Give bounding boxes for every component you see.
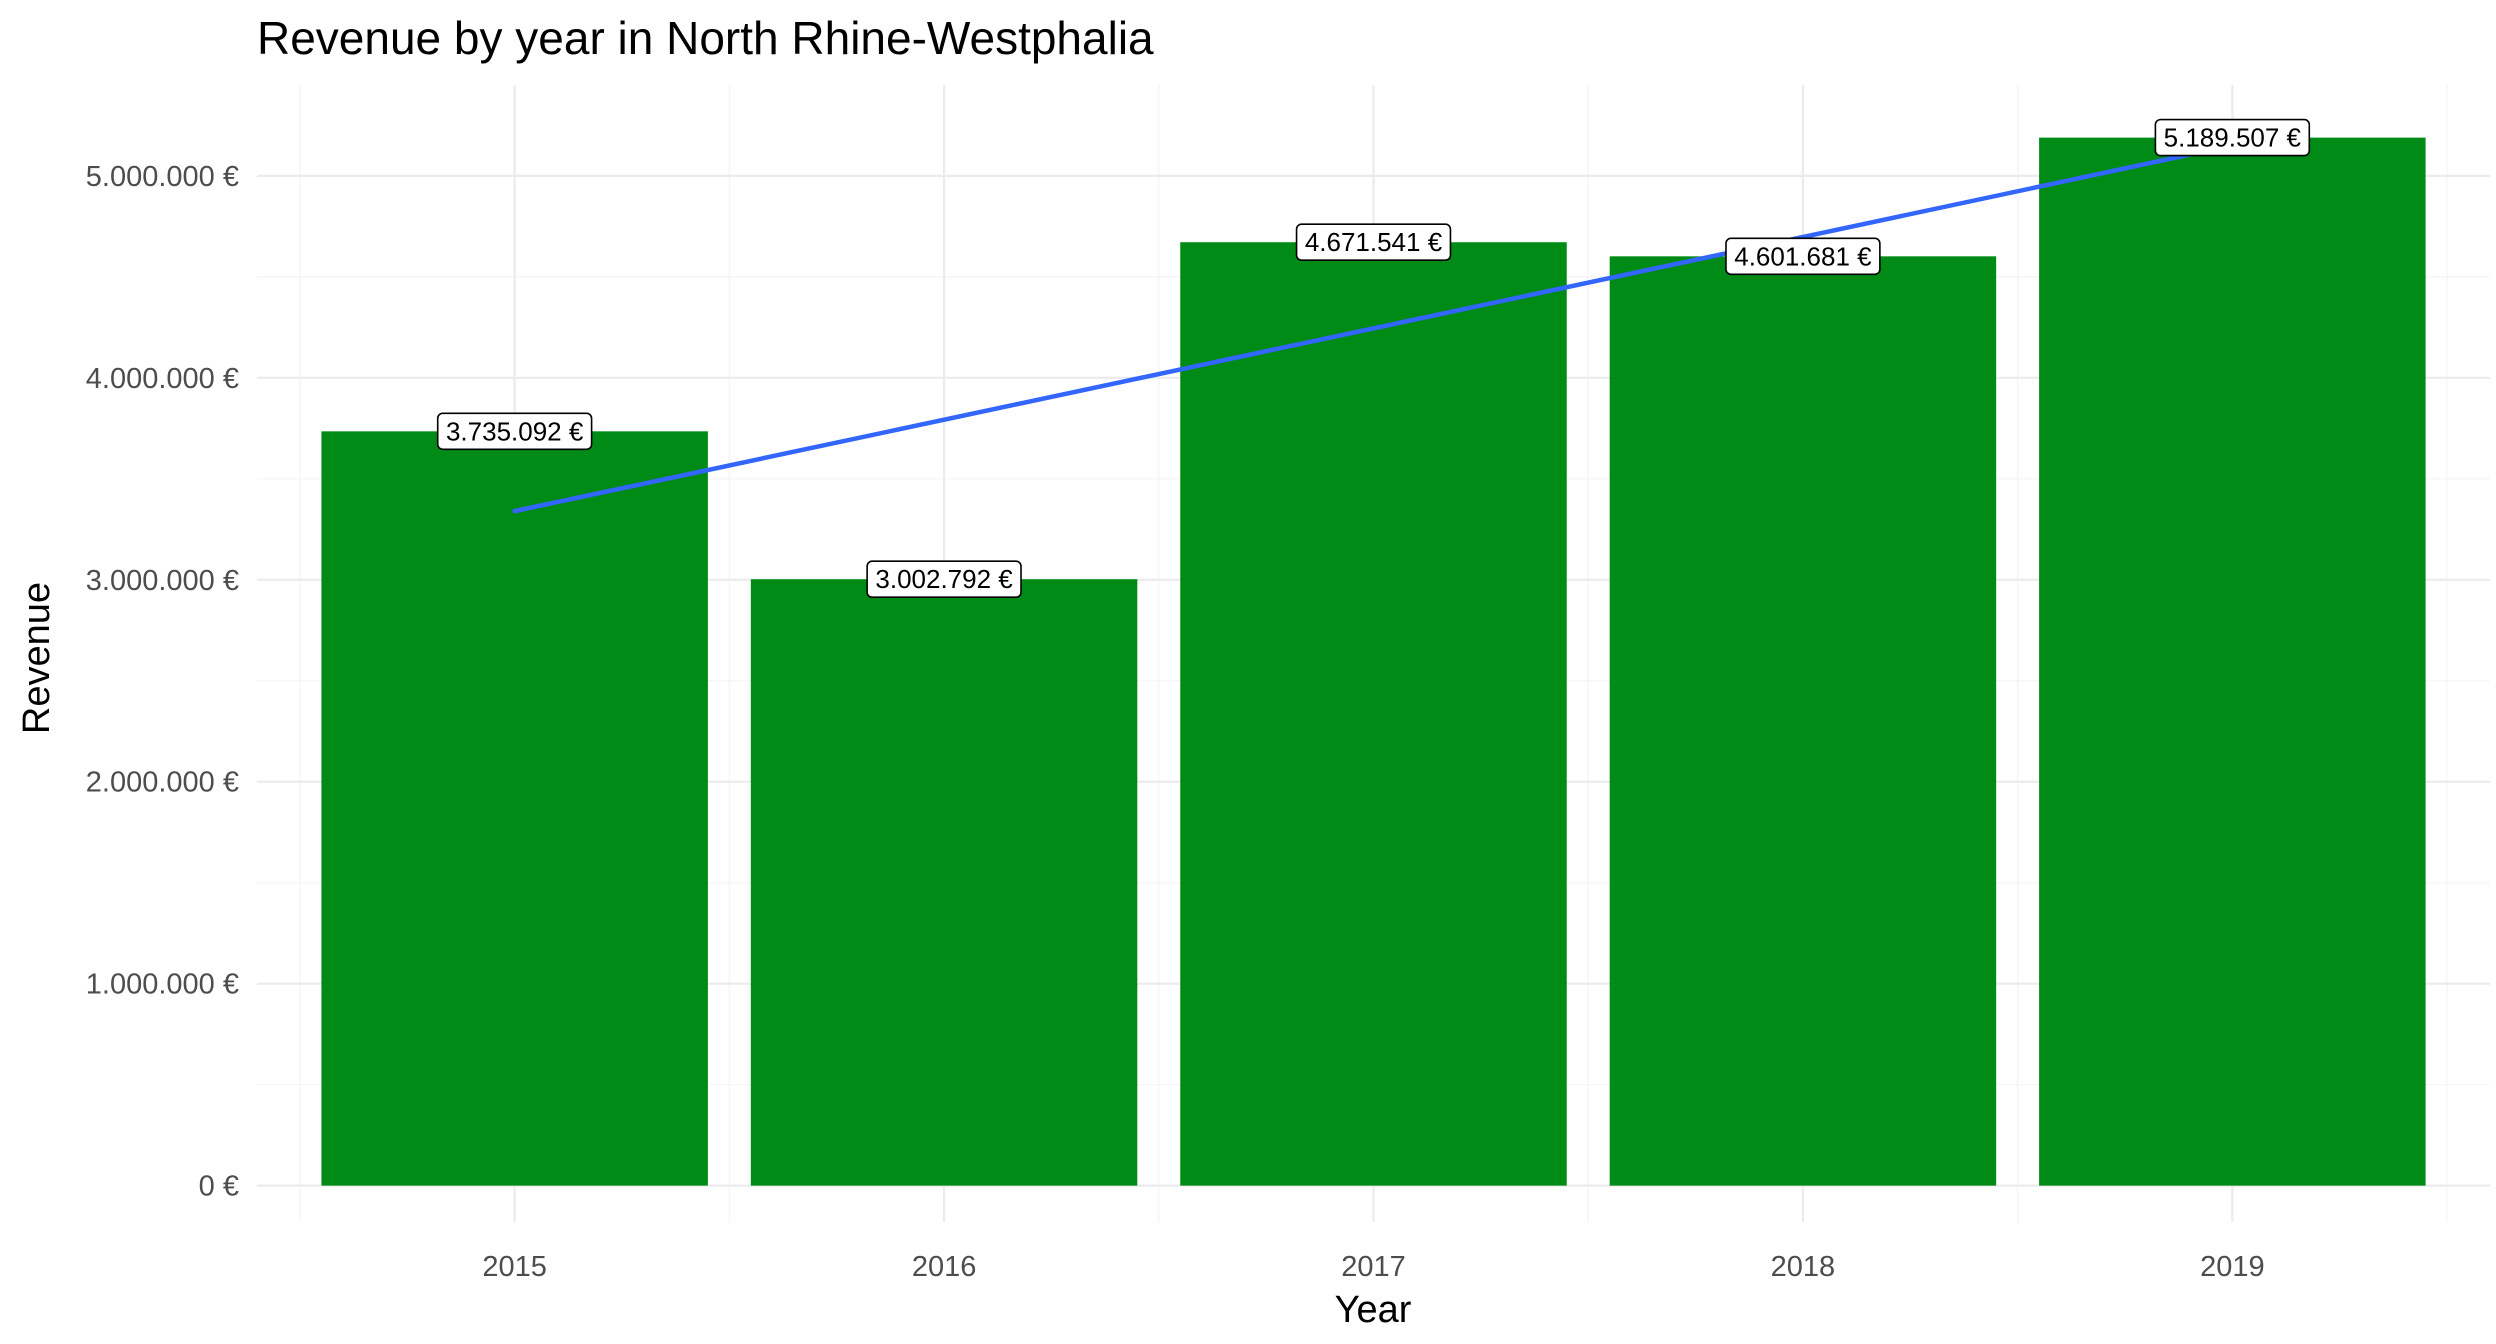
y-tick-label: 1.000.000 € bbox=[86, 969, 239, 1001]
bars bbox=[321, 137, 2426, 1186]
bar-2019 bbox=[2039, 137, 2426, 1186]
data-label-text: 4.601.681 € bbox=[1734, 241, 1872, 271]
axis-ticks: 0 € 1.000.000 € 2.000.000 € 3.000.000 € 4.00… bbox=[86, 161, 2265, 1283]
data-label: 5.189.507 € bbox=[2154, 118, 2311, 157]
trend-line-group bbox=[512, 143, 2235, 514]
bar-2017 bbox=[1180, 242, 1567, 1186]
trend-line bbox=[512, 143, 2235, 514]
data-label-text: 5.189.507 € bbox=[2164, 123, 2302, 153]
data-label-text: 4.671.541 € bbox=[1305, 227, 1443, 257]
chart-title: Revenue by year in North Rhine-Westphali… bbox=[257, 12, 1154, 64]
data-label-box bbox=[1295, 223, 1452, 262]
y-tick-label: 0 € bbox=[199, 1171, 239, 1203]
bar-2018 bbox=[1609, 256, 1997, 1186]
x-tick-label: 2017 bbox=[1341, 1251, 1406, 1283]
x-tick-label: 2019 bbox=[2200, 1251, 2265, 1283]
data-label-box bbox=[1725, 237, 1881, 276]
y-tick-label: 5.000.000 € bbox=[86, 161, 239, 193]
x-tick-label: 2015 bbox=[482, 1251, 547, 1283]
data-label-box bbox=[866, 560, 1022, 599]
data-label-box bbox=[436, 412, 593, 451]
x-axis-title: Year bbox=[1335, 1289, 1412, 1331]
data-label: 4.601.681 € bbox=[1725, 237, 1881, 276]
data-label-box bbox=[2154, 118, 2311, 157]
y-tick-label: 2.000.000 € bbox=[86, 767, 239, 799]
y-tick-label: 3.000.000 € bbox=[86, 565, 239, 597]
bar-2016 bbox=[750, 579, 1138, 1186]
data-label: 4.671.541 € bbox=[1295, 223, 1452, 262]
data-label: 3.002.792 € bbox=[866, 560, 1022, 599]
data-label-text: 3.735.092 € bbox=[446, 416, 584, 446]
y-tick-label: 4.000.000 € bbox=[86, 363, 239, 395]
bar-2015 bbox=[321, 431, 708, 1186]
y-axis-title: Revenue bbox=[16, 582, 58, 734]
data-labels: 3.735.092 € 3.002.792 € 4.671.541 € 4.601.6… bbox=[436, 118, 2311, 599]
data-label-text: 3.002.792 € bbox=[875, 564, 1013, 594]
x-tick-label: 2016 bbox=[912, 1251, 977, 1283]
x-tick-label: 2018 bbox=[1771, 1251, 1836, 1283]
data-label: 3.735.092 € bbox=[436, 412, 593, 451]
